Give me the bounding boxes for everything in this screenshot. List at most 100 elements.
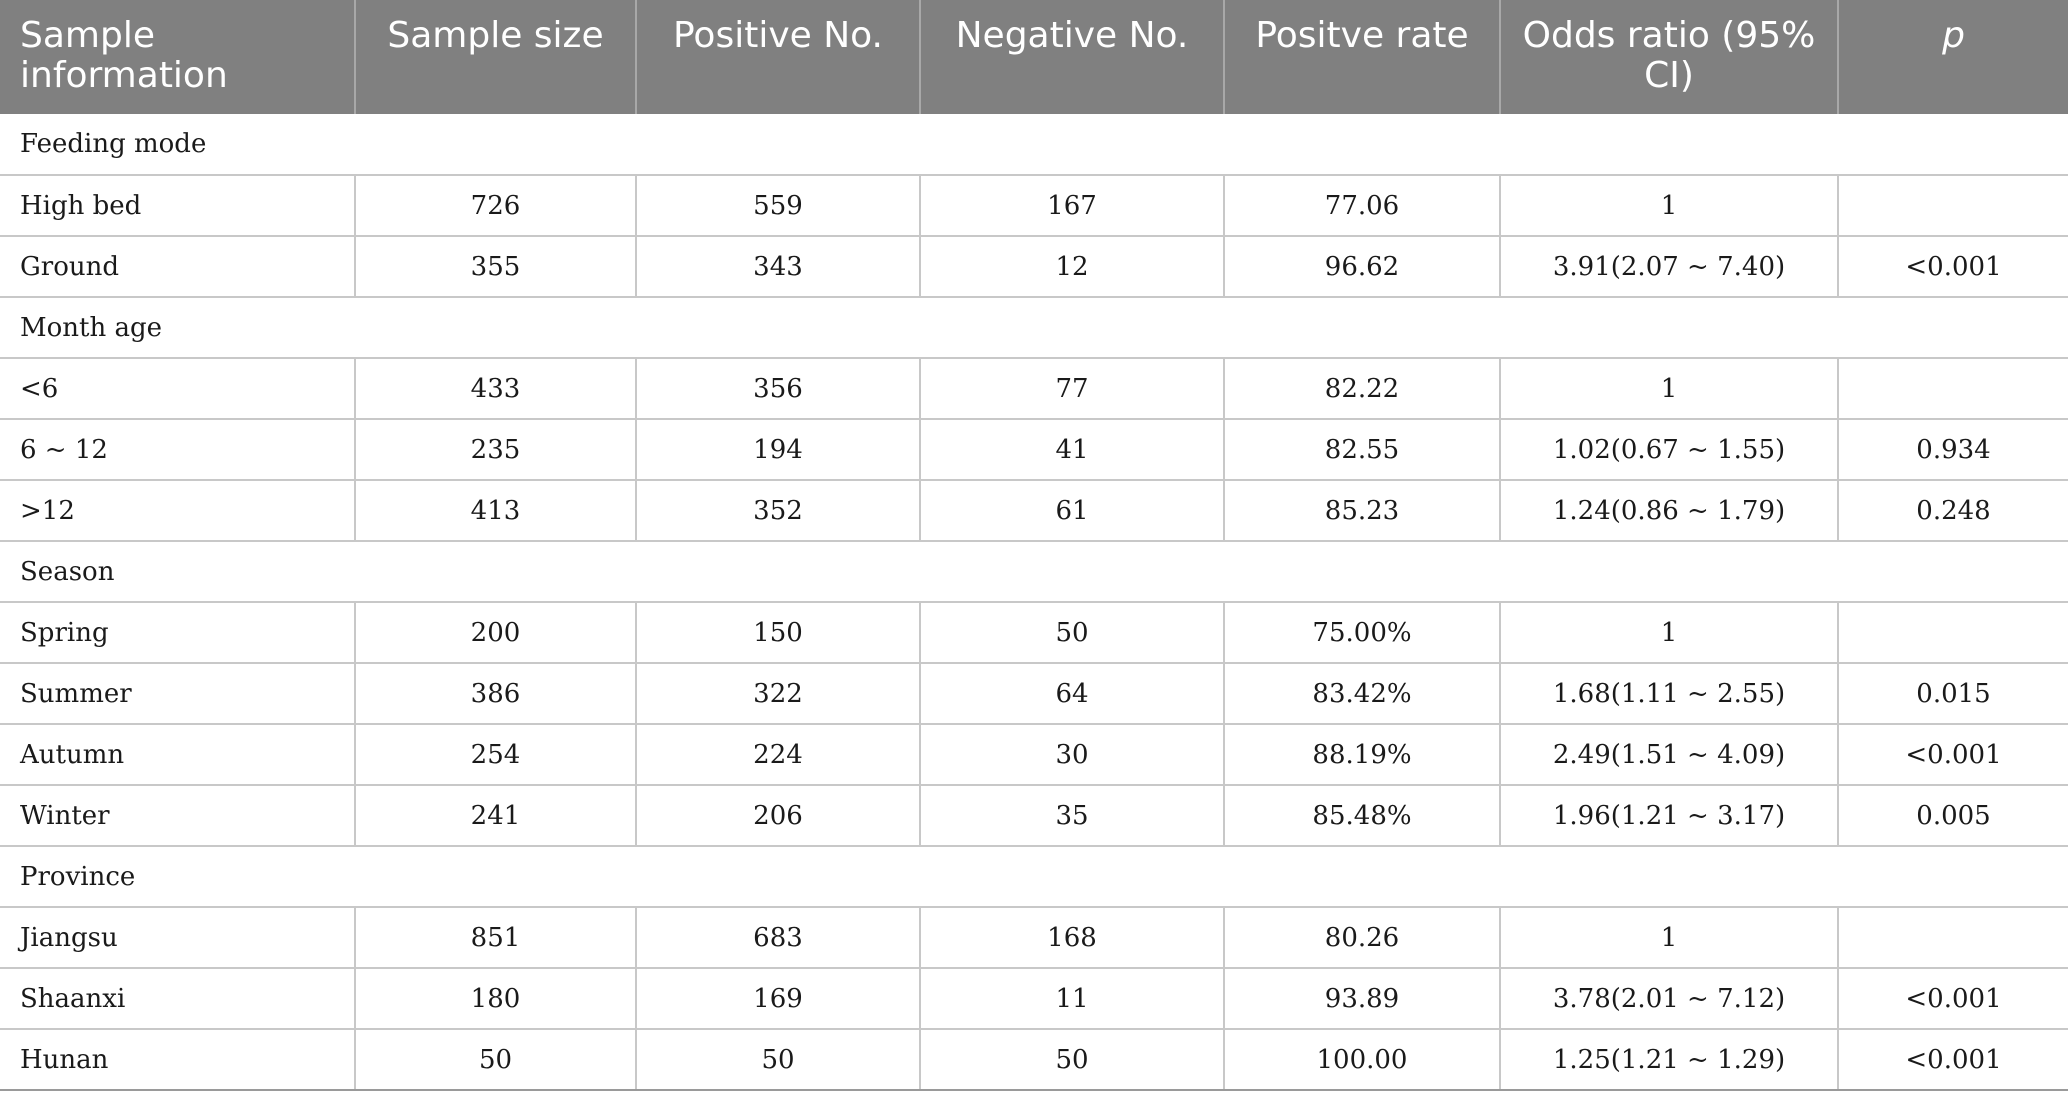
header-row: Sample information Sample size Positive … xyxy=(0,0,2068,114)
cell-negative-no: 41 xyxy=(919,419,1224,481)
cell-p-value: <0.001 xyxy=(1837,1029,2068,1091)
cell-odds-ratio: 1.96(1.21 ~ 3.17) xyxy=(1499,785,1838,847)
table-row: 6 ~ 12 235 194 41 82.55 1.02(0.67 ~ 1.55… xyxy=(0,419,2068,481)
cell-positive-no: 322 xyxy=(635,663,920,725)
cell-positive-rate: 93.89 xyxy=(1223,968,1500,1030)
cell-sample-information: Autumn xyxy=(0,724,355,786)
group-label: Season xyxy=(0,541,2068,603)
table-row: Shaanxi 180 169 11 93.89 3.78(2.01 ~ 7.1… xyxy=(0,968,2068,1030)
cell-negative-no: 167 xyxy=(919,175,1224,237)
group-row-province: Province xyxy=(0,846,2068,908)
cell-odds-ratio: 2.49(1.51 ~ 4.09) xyxy=(1499,724,1838,786)
group-label: Province xyxy=(0,846,2068,908)
group-row-season: Season xyxy=(0,541,2068,603)
cell-negative-no: 77 xyxy=(919,358,1224,420)
cell-negative-no: 64 xyxy=(919,663,1224,725)
group-row-feeding-mode: Feeding mode xyxy=(0,114,2068,176)
cell-p-value xyxy=(1837,602,2068,664)
header-sample-information: Sample information xyxy=(0,0,355,114)
cell-sample-size: 433 xyxy=(354,358,636,420)
cell-sample-size: 851 xyxy=(354,907,636,969)
cell-p-value: 0.248 xyxy=(1837,480,2068,542)
cell-positive-no: 150 xyxy=(635,602,920,664)
cell-sample-information: Summer xyxy=(0,663,355,725)
cell-positive-no: 50 xyxy=(635,1029,920,1091)
table-row: >12 413 352 61 85.23 1.24(0.86 ~ 1.79) 0… xyxy=(0,480,2068,542)
cell-sample-information: High bed xyxy=(0,175,355,237)
cell-positive-rate: 80.26 xyxy=(1223,907,1500,969)
cell-positive-rate: 82.55 xyxy=(1223,419,1500,481)
cell-positive-no: 194 xyxy=(635,419,920,481)
cell-negative-no: 35 xyxy=(919,785,1224,847)
cell-p-value: <0.001 xyxy=(1837,724,2068,786)
cell-sample-size: 241 xyxy=(354,785,636,847)
cell-positive-no: 169 xyxy=(635,968,920,1030)
cell-positive-rate: 85.23 xyxy=(1223,480,1500,542)
cell-negative-no: 11 xyxy=(919,968,1224,1030)
cell-positive-rate: 82.22 xyxy=(1223,358,1500,420)
group-label: Month age xyxy=(0,297,2068,359)
cell-sample-information: Spring xyxy=(0,602,355,664)
table-row: Winter 241 206 35 85.48% 1.96(1.21 ~ 3.1… xyxy=(0,785,2068,847)
table-row: <6 433 356 77 82.22 1 xyxy=(0,358,2068,420)
table-row: Summer 386 322 64 83.42% 1.68(1.11 ~ 2.5… xyxy=(0,663,2068,725)
cell-sample-information: >12 xyxy=(0,480,355,542)
cell-negative-no: 50 xyxy=(919,1029,1224,1091)
cell-negative-no: 12 xyxy=(919,236,1224,298)
cell-sample-size: 200 xyxy=(354,602,636,664)
cell-odds-ratio: 1 xyxy=(1499,175,1838,237)
cell-p-value: 0.015 xyxy=(1837,663,2068,725)
table-row: Ground 355 343 12 96.62 3.91(2.07 ~ 7.40… xyxy=(0,236,2068,298)
cell-odds-ratio: 1.68(1.11 ~ 2.55) xyxy=(1499,663,1838,725)
cell-positive-no: 224 xyxy=(635,724,920,786)
header-positive-rate: Positve rate xyxy=(1223,0,1500,114)
cell-positive-rate: 77.06 xyxy=(1223,175,1500,237)
cell-positive-rate: 100.00 xyxy=(1223,1029,1500,1091)
cell-sample-information: 6 ~ 12 xyxy=(0,419,355,481)
cell-sample-size: 235 xyxy=(354,419,636,481)
header-p-value: p xyxy=(1837,0,2068,114)
cell-positive-no: 352 xyxy=(635,480,920,542)
cell-p-value xyxy=(1837,175,2068,237)
cell-positive-no: 206 xyxy=(635,785,920,847)
cell-positive-no: 356 xyxy=(635,358,920,420)
cell-odds-ratio: 1 xyxy=(1499,907,1838,969)
cell-odds-ratio: 1 xyxy=(1499,358,1838,420)
header-positive-no: Positive No. xyxy=(635,0,920,114)
cell-sample-information: Winter xyxy=(0,785,355,847)
cell-positive-no: 343 xyxy=(635,236,920,298)
cell-sample-size: 355 xyxy=(354,236,636,298)
cell-sample-information: <6 xyxy=(0,358,355,420)
cell-p-value xyxy=(1837,907,2068,969)
cell-positive-no: 683 xyxy=(635,907,920,969)
header-sample-size: Sample size xyxy=(354,0,636,114)
cell-sample-information: Ground xyxy=(0,236,355,298)
table-body: Feeding mode High bed 726 559 167 77.06 … xyxy=(0,114,2068,1091)
table-row: Hunan 50 50 50 100.00 1.25(1.21 ~ 1.29) … xyxy=(0,1029,2068,1091)
cell-odds-ratio: 1.24(0.86 ~ 1.79) xyxy=(1499,480,1838,542)
cell-p-value: 0.005 xyxy=(1837,785,2068,847)
table-row: High bed 726 559 167 77.06 1 xyxy=(0,175,2068,237)
header-odds-ratio: Odds ratio (95% CI) xyxy=(1499,0,1838,114)
table-row: Jiangsu 851 683 168 80.26 1 xyxy=(0,907,2068,969)
cell-sample-size: 413 xyxy=(354,480,636,542)
cell-sample-size: 50 xyxy=(354,1029,636,1091)
cell-sample-size: 386 xyxy=(354,663,636,725)
group-row-month-age: Month age xyxy=(0,297,2068,359)
cell-sample-information: Shaanxi xyxy=(0,968,355,1030)
cell-odds-ratio: 1 xyxy=(1499,602,1838,664)
cell-positive-rate: 96.62 xyxy=(1223,236,1500,298)
cell-sample-information: Jiangsu xyxy=(0,907,355,969)
cell-odds-ratio: 3.91(2.07 ~ 7.40) xyxy=(1499,236,1838,298)
cell-odds-ratio: 1.25(1.21 ~ 1.29) xyxy=(1499,1029,1838,1091)
cell-sample-size: 180 xyxy=(354,968,636,1030)
cell-sample-size: 726 xyxy=(354,175,636,237)
group-label: Feeding mode xyxy=(0,114,2068,176)
header-negative-no: Negative No. xyxy=(919,0,1224,114)
cell-positive-rate: 88.19% xyxy=(1223,724,1500,786)
cell-odds-ratio: 1.02(0.67 ~ 1.55) xyxy=(1499,419,1838,481)
cell-p-value xyxy=(1837,358,2068,420)
cell-positive-no: 559 xyxy=(635,175,920,237)
cell-negative-no: 30 xyxy=(919,724,1224,786)
